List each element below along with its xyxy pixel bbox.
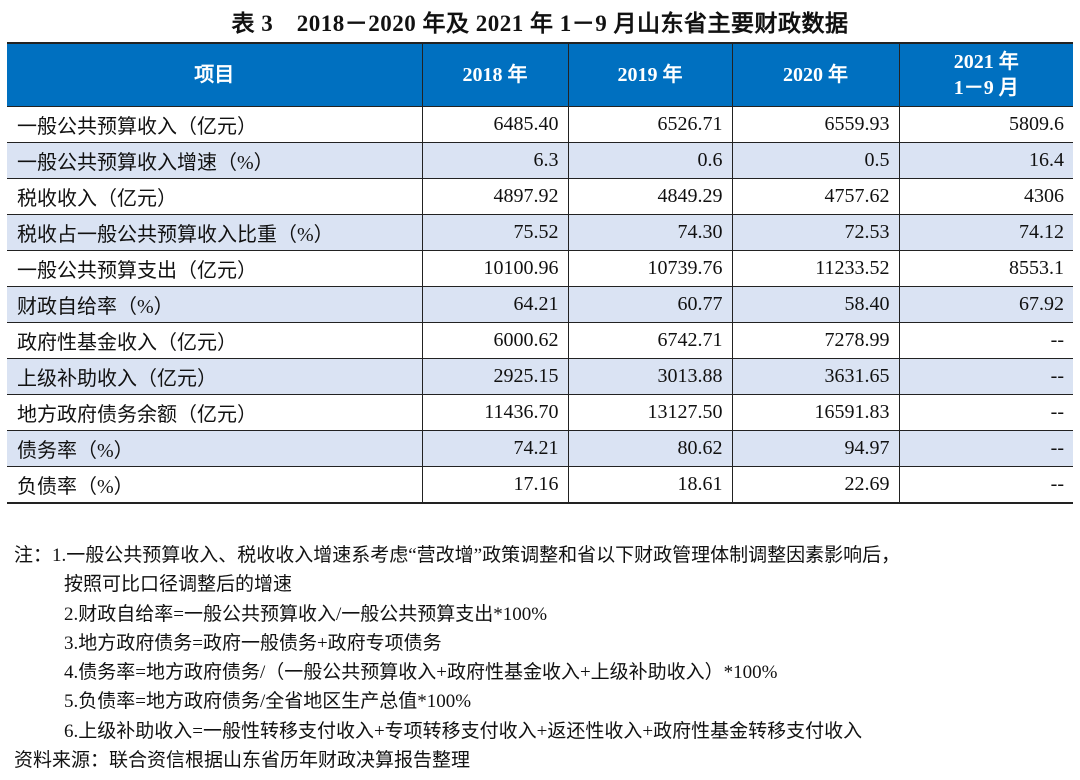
row-label: 负债率（%） <box>7 466 423 504</box>
cell-value: -- <box>898 394 1073 431</box>
note-5: 5.负债率=地方政府债务/全省地区生产总值*100% <box>64 691 472 713</box>
note-1-cont: 按照可比口径调整后的增速 <box>64 574 293 596</box>
row-label: 税收占一般公共预算收入比重（%） <box>7 214 423 251</box>
cell-value: 4849.29 <box>567 178 733 215</box>
cell-value: 58.40 <box>731 286 900 323</box>
cell-value: 11233.52 <box>731 250 900 287</box>
cell-value: -- <box>898 430 1073 467</box>
row-label: 财政自给率（%） <box>7 286 423 323</box>
table-title: 表 3 2018－2020 年及 2021 年 1－9 月山东省主要财政数据 <box>231 11 849 36</box>
header-2020: 2020 年 <box>731 43 900 107</box>
header-2021-line2: 1－9 月 <box>953 77 1019 99</box>
cell-value: 80.62 <box>567 430 733 467</box>
cell-value: 94.97 <box>731 430 900 467</box>
cell-value: 10739.76 <box>567 250 733 287</box>
cell-value: 67.92 <box>898 286 1073 323</box>
cell-value: 16.4 <box>898 142 1073 179</box>
table-row: 税收占一般公共预算收入比重（%） 75.52 74.30 72.53 74.12 <box>7 214 1073 251</box>
table-row: 一般公共预算支出（亿元） 10100.96 10739.76 11233.52 8553… <box>7 250 1073 287</box>
table-row: 税收收入（亿元） 4897.92 4849.29 4757.62 4306 <box>7 178 1073 215</box>
cell-value: 6485.40 <box>421 106 569 143</box>
cell-value: 6526.71 <box>567 106 733 143</box>
table-row: 一般公共预算收入（亿元） 6485.40 6526.71 6559.93 5809.6 <box>7 106 1073 143</box>
cell-value: 8553.1 <box>898 250 1073 287</box>
table-row: 地方政府债务余额（亿元） 11436.70 13127.50 16591.83 -- <box>7 394 1073 431</box>
row-label: 地方政府债务余额（亿元） <box>7 394 423 431</box>
row-label: 债务率（%） <box>7 430 423 467</box>
note-4: 4.债务率=地方政府债务/（一般公共预算收入+政府性基金收入+上级补助收入）*1… <box>64 662 778 684</box>
cell-value: 74.30 <box>567 214 733 251</box>
cell-value: 2925.15 <box>421 358 569 395</box>
header-2021-line1: 2021 年 <box>953 51 1019 73</box>
source: 资料来源：联合资信根据山东省历年财政决算报告整理 <box>14 750 471 772</box>
header-item: 项目 <box>7 43 423 107</box>
cell-value: 0.6 <box>567 142 733 179</box>
cell-value: 74.12 <box>898 214 1073 251</box>
cell-value: 22.69 <box>731 466 900 504</box>
header-2021-jan-sep: 2021 年 1－9 月 <box>898 43 1073 107</box>
table-row: 一般公共预算收入增速（%） 6.3 0.6 0.5 16.4 <box>7 142 1073 179</box>
cell-value: -- <box>898 466 1073 504</box>
cell-value: 72.53 <box>731 214 900 251</box>
cell-value: 0.5 <box>731 142 900 179</box>
table-row: 财政自给率（%） 64.21 60.77 58.40 67.92 <box>7 286 1073 323</box>
row-label: 一般公共预算支出（亿元） <box>7 250 423 287</box>
cell-value: 4897.92 <box>421 178 569 215</box>
note-3: 3.地方政府债务=政府一般债务+政府专项债务 <box>64 632 442 654</box>
cell-value: 64.21 <box>421 286 569 323</box>
notes: 注：1.一般公共预算收入、税收收入增速系考虑“营改增”政策调整和省以下财政管理体… <box>14 541 900 775</box>
row-label: 一般公共预算收入（亿元） <box>7 106 423 143</box>
cell-value: -- <box>898 358 1073 395</box>
row-label: 税收收入（亿元） <box>7 178 423 215</box>
cell-value: 10100.96 <box>421 250 569 287</box>
cell-value: 6742.71 <box>567 322 733 359</box>
table-row: 债务率（%） 74.21 80.62 94.97 -- <box>7 430 1073 467</box>
row-label: 一般公共预算收入增速（%） <box>7 142 423 179</box>
cell-value: 13127.50 <box>567 394 733 431</box>
header-2019: 2019 年 <box>567 43 733 107</box>
note-2: 2.财政自给率=一般公共预算收入/一般公共预算支出*100% <box>64 603 548 625</box>
row-label: 上级补助收入（亿元） <box>7 358 423 395</box>
cell-value: -- <box>898 322 1073 359</box>
cell-value: 4306 <box>898 178 1073 215</box>
table-row: 负债率（%） 17.16 18.61 22.69 -- <box>7 466 1073 504</box>
cell-value: 17.16 <box>421 466 569 504</box>
header-2018: 2018 年 <box>421 43 569 107</box>
fiscal-data-table: 项目 2018 年 2019 年 2020 年 2021 年 1－9 月 一般公共… <box>7 42 1073 504</box>
cell-value: 3013.88 <box>567 358 733 395</box>
cell-value: 6559.93 <box>731 106 900 143</box>
table-row: 政府性基金收入（亿元） 6000.62 6742.71 7278.99 -- <box>7 322 1073 359</box>
cell-value: 6.3 <box>421 142 569 179</box>
table-row: 上级补助收入（亿元） 2925.15 3013.88 3631.65 -- <box>7 358 1073 395</box>
cell-value: 11436.70 <box>421 394 569 431</box>
cell-value: 5809.6 <box>898 106 1073 143</box>
cell-value: 16591.83 <box>731 394 900 431</box>
cell-value: 6000.62 <box>421 322 569 359</box>
cell-value: 60.77 <box>567 286 733 323</box>
cell-value: 18.61 <box>567 466 733 504</box>
cell-value: 4757.62 <box>731 178 900 215</box>
cell-value: 74.21 <box>421 430 569 467</box>
cell-value: 7278.99 <box>731 322 900 359</box>
row-label: 政府性基金收入（亿元） <box>7 322 423 359</box>
note-1: 注：1.一般公共预算收入、税收收入增速系考虑“营改增”政策调整和省以下财政管理体… <box>14 545 901 566</box>
note-6: 6.上级补助收入=一般性转移支付收入+专项转移支付收入+返还性收入+政府性基金转… <box>64 720 863 742</box>
cell-value: 75.52 <box>421 214 569 251</box>
cell-value: 3631.65 <box>731 358 900 395</box>
header-row: 项目 2018 年 2019 年 2020 年 2021 年 1－9 月 <box>7 43 1073 107</box>
